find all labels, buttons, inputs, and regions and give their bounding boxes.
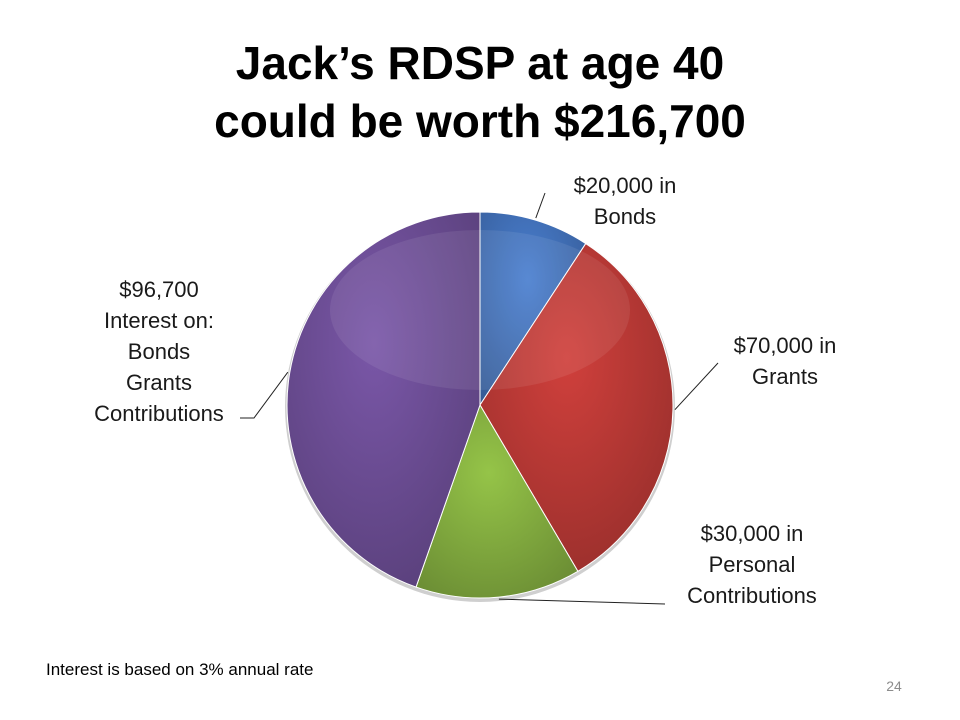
footnote: Interest is based on 3% annual rate xyxy=(46,660,314,679)
pie-slices xyxy=(285,211,675,602)
slide-title: Jack’s RDSP at age 40 could be worth $21… xyxy=(0,34,960,150)
slice-label-bonds: $20,000 in Bonds xyxy=(573,173,677,229)
pie-slice-bonds xyxy=(479,211,587,407)
leader-line-interest xyxy=(240,371,289,419)
leader-lines xyxy=(240,192,719,605)
title-line-2: could be worth $216,700 xyxy=(214,95,746,147)
leader-line-personal-contributions xyxy=(498,598,666,605)
leader-line-grants xyxy=(674,362,719,411)
slice-label-grants: $70,000 in Grants xyxy=(733,333,837,389)
pie-highlight xyxy=(330,230,630,390)
leader-line-bonds xyxy=(535,192,546,219)
pie-slice-grants xyxy=(479,242,674,573)
page-number: 24 xyxy=(886,678,902,694)
pie-slice-interest xyxy=(286,211,481,588)
slice-label-personal-contributions: $30,000 in Personal Contributions xyxy=(687,521,817,608)
pie-slice-personal-contributions xyxy=(415,403,579,599)
slice-label-interest: $96,700 Interest on: Bonds Grants Contri… xyxy=(94,277,224,426)
title-line-1: Jack’s RDSP at age 40 xyxy=(235,37,725,89)
